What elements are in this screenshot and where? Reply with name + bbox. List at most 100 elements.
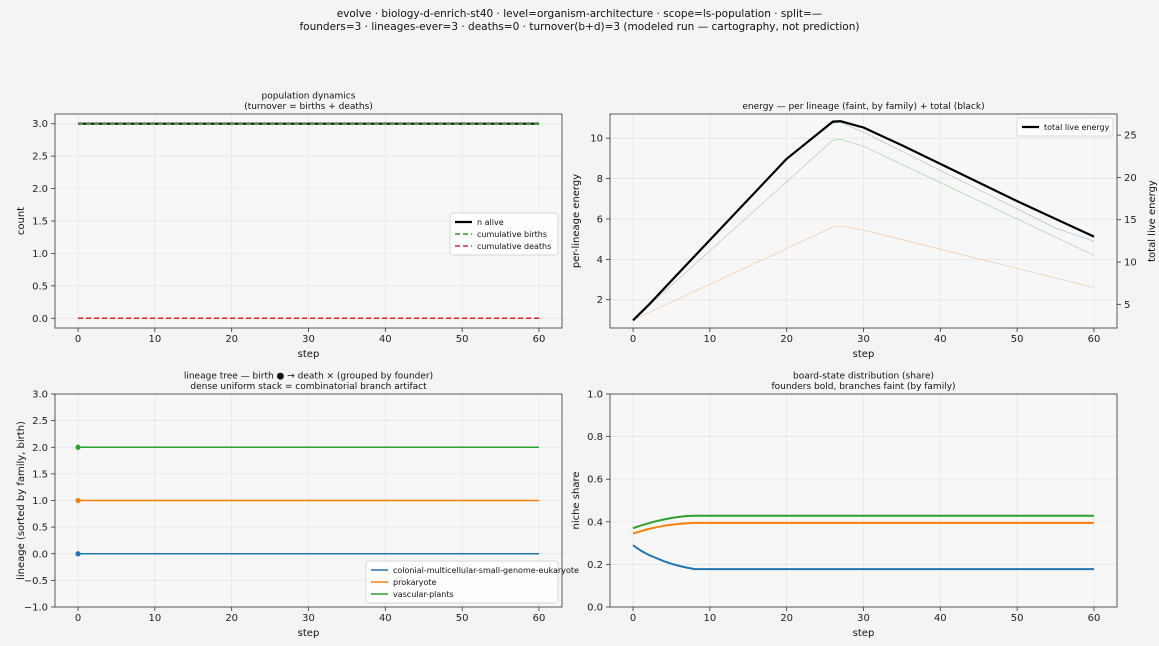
y-tick-label: 3.0 <box>32 119 48 130</box>
legend-box <box>365 560 559 604</box>
series-line-0 <box>632 544 1094 571</box>
legend-box <box>1016 117 1114 137</box>
panel-title-line-1: founders bold, branches faint (by family… <box>771 382 955 392</box>
y-tick-label: 2 <box>597 295 603 306</box>
x-tick-label: 0 <box>630 334 636 345</box>
y-tick-label: 3.0 <box>32 390 48 401</box>
y-tick-label: 8 <box>597 174 603 185</box>
panel-title-line-0: population dynamics <box>262 92 356 102</box>
x-axis-label: step <box>853 628 875 639</box>
y-tick-label: 6 <box>597 214 603 225</box>
x-tick-label: 30 <box>857 613 870 624</box>
x-tick-label: 50 <box>1011 613 1024 624</box>
y-tick-label: 4 <box>597 255 603 266</box>
y-axis-label: niche share <box>571 471 582 529</box>
y-axis-label: lineage (sorted by family, birth) <box>16 421 27 580</box>
panel-title-line-1: (turnover = births + deaths) <box>244 102 373 112</box>
y-tick-label: −0.5 <box>24 576 48 587</box>
y-axis-label: per-lineage energy <box>571 174 582 268</box>
x-tick-label: 20 <box>225 613 238 624</box>
x-tick-label: 60 <box>533 613 546 624</box>
y-tick-label: 0.0 <box>587 603 603 614</box>
y2-axis-label: total live energy <box>1147 180 1158 262</box>
x-tick-label: 50 <box>1011 334 1024 345</box>
x-tick-label: 20 <box>780 613 793 624</box>
series-line-2 <box>632 225 1095 321</box>
y-tick-label: 2.5 <box>32 416 48 427</box>
y-tick-label: 0.5 <box>32 523 48 534</box>
y-tick-label: 0.6 <box>587 475 603 486</box>
x-tick-label: 0 <box>75 613 81 624</box>
x-tick-label: 10 <box>703 613 716 624</box>
x-tick-label: 20 <box>225 334 238 345</box>
x-tick-label: 40 <box>934 334 947 345</box>
legend-label: vascular-plants <box>393 590 454 599</box>
x-tick-label: 60 <box>1088 334 1101 345</box>
y-tick-label: 0.5 <box>32 281 48 292</box>
x-tick-label: 10 <box>148 613 161 624</box>
y-axis-label: count <box>16 207 27 235</box>
y-tick-label: 1.0 <box>587 390 603 401</box>
legend-label: cumulative births <box>477 230 547 239</box>
birth-marker-0 <box>75 551 81 557</box>
y2-tick-label: 10 <box>1124 258 1137 269</box>
legend-label: total live energy <box>1044 123 1110 132</box>
lineage-tree-panel: 0 10 20 30 40 50 60 −1.0 −0.5 0.0 0.5 1.0 1.5 2.0 2.5 3… <box>16 372 579 640</box>
y-tick-label: 0.2 <box>587 560 603 571</box>
series-line-3 <box>632 120 1095 322</box>
y-tick-label: 2.5 <box>32 152 48 163</box>
series-line-1 <box>632 138 1095 321</box>
legend-box <box>449 212 559 256</box>
series-line-2 <box>632 514 1094 530</box>
energy-panel: 0 10 20 30 40 50 60 2 4 6 8 10 5 10 15 20 25 total live e… <box>571 102 1158 360</box>
y-tick-label: 1.0 <box>32 496 48 507</box>
panel-title-line-1: dense uniform stack = combinatorial bran… <box>190 382 427 392</box>
x-tick-label: 30 <box>302 613 315 624</box>
y-tick-label: 1.5 <box>32 217 48 228</box>
x-axis-label: step <box>298 628 320 639</box>
y-tick-label: 1.0 <box>32 249 48 260</box>
board-state-panel: 0 10 20 30 40 50 60 0.0 0.2 0.4 0.6 0.8 1.0 step niche… <box>571 372 1118 639</box>
y-tick-label: 0.0 <box>32 314 48 325</box>
x-tick-label: 40 <box>934 613 947 624</box>
x-tick-label: 50 <box>456 334 469 345</box>
suptitle-line-1: evolve · biology-d-enrich-st40 · level=o… <box>337 8 823 20</box>
x-tick-label: 10 <box>703 334 716 345</box>
suptitle-line-2: founders=3 · lineages-ever=3 · deaths=0 … <box>299 21 859 33</box>
y2-tick-label: 5 <box>1124 300 1130 311</box>
y-tick-label: 10 <box>590 134 603 145</box>
x-tick-label: 0 <box>630 613 636 624</box>
x-tick-label: 50 <box>456 613 469 624</box>
x-tick-label: 20 <box>780 334 793 345</box>
panel-title-line-0: board-state distribution (share) <box>793 372 934 382</box>
series-line-1 <box>632 521 1094 535</box>
y-tick-label: 2.0 <box>32 443 48 454</box>
legend-label: n alive <box>477 218 504 227</box>
y-tick-label: 1.5 <box>32 469 48 480</box>
x-axis-label: step <box>298 349 320 360</box>
x-tick-label: 10 <box>148 334 161 345</box>
x-tick-label: 60 <box>1088 613 1101 624</box>
x-tick-label: 40 <box>379 613 392 624</box>
birth-marker-1 <box>75 497 81 504</box>
birth-marker-2 <box>75 444 81 450</box>
y2-tick-label: 15 <box>1124 215 1137 226</box>
x-tick-label: 30 <box>857 334 870 345</box>
x-axis-label: step <box>853 349 875 360</box>
y-tick-label: −1.0 <box>24 603 48 614</box>
y-tick-label: 0.0 <box>32 549 48 560</box>
y2-tick-label: 20 <box>1124 173 1137 184</box>
x-tick-label: 30 <box>302 334 315 345</box>
panel-title-line-0: energy — per lineage (faint, by family) … <box>742 102 984 112</box>
x-tick-label: 40 <box>379 334 392 345</box>
y-tick-label: 2.0 <box>32 184 48 195</box>
y-tick-label: 0.4 <box>587 517 603 528</box>
x-tick-label: 0 <box>75 334 81 345</box>
legend-label: prokaryote <box>393 578 437 587</box>
y-tick-label: 0.8 <box>587 432 603 443</box>
population-dynamics-panel: 0 10 20 30 40 50 60 0.0 0.5 1.0 1.5 2.0 2.5 3.0 step co… <box>16 92 563 360</box>
legend-label: colonial-multicellular-small-genome-euka… <box>393 566 579 575</box>
y2-tick-label: 25 <box>1124 131 1137 142</box>
legend-label: cumulative deaths <box>477 242 551 251</box>
